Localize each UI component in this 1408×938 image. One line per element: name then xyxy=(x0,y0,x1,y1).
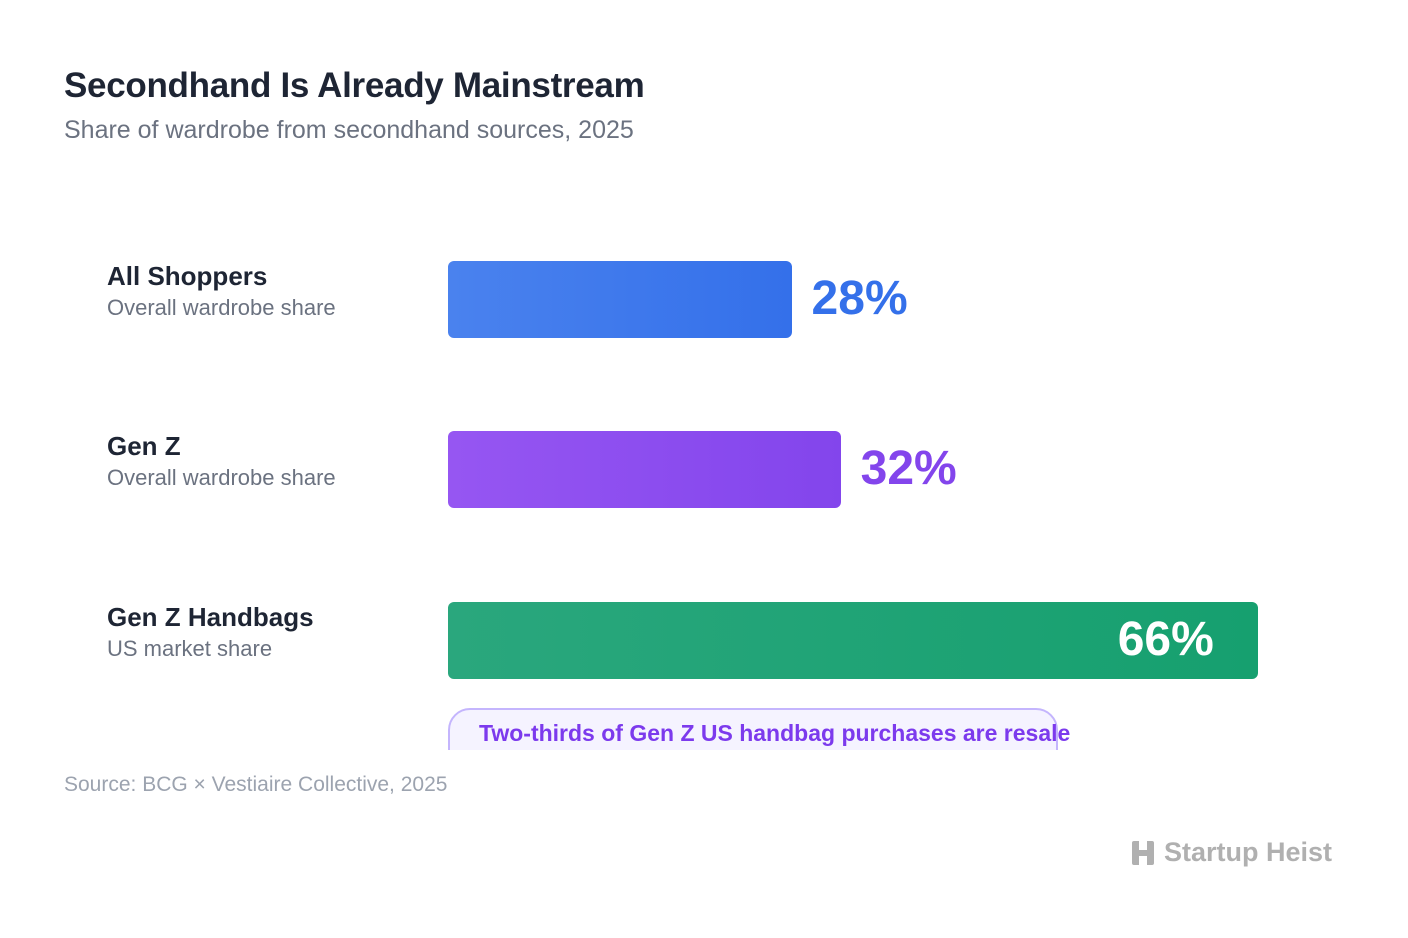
category-description: Overall wardrobe share xyxy=(107,465,336,490)
annotation: Two-thirds of Gen Z US handbag purchases… xyxy=(440,700,1140,750)
value-label: 28% xyxy=(811,272,908,325)
logo: Startup Heist xyxy=(1130,837,1332,868)
category-name: All Shoppers xyxy=(107,261,268,291)
category-name: Gen Z xyxy=(107,431,181,461)
category-label: Gen Z Handbags US market share xyxy=(107,602,314,666)
annotation-pill xyxy=(448,708,1058,750)
category-name: Gen Z Handbags xyxy=(107,602,314,632)
source-note: Source: BCG × Vestiaire Collective, 2025 xyxy=(64,773,448,796)
category-label: Gen Z Overall wardrobe share xyxy=(107,431,336,495)
category-label: All Shoppers Overall wardrobe share xyxy=(107,261,336,325)
bar-row: Gen Z Handbags US market share 66% xyxy=(0,602,1408,680)
logo-text: Startup Heist xyxy=(1164,837,1333,867)
category-description: Overall wardrobe share xyxy=(107,295,336,320)
bar-row: Gen Z Overall wardrobe share 32% xyxy=(0,431,1408,509)
bar xyxy=(448,602,1258,679)
category-description: US market share xyxy=(107,636,273,661)
bar xyxy=(448,261,792,338)
value-label: 32% xyxy=(860,442,957,495)
value-label: 66% xyxy=(1117,613,1214,666)
chart-subtitle: Share of wardrobe from secondhand source… xyxy=(64,116,634,144)
bar xyxy=(448,431,841,508)
h-block-icon xyxy=(1132,840,1154,865)
annotation-text: Two-thirds of Gen Z US handbag purchases… xyxy=(479,720,1071,746)
bar-row: All Shoppers Overall wardrobe share 28% xyxy=(0,261,1408,339)
chart-title: Secondhand Is Already Mainstream xyxy=(64,66,645,105)
